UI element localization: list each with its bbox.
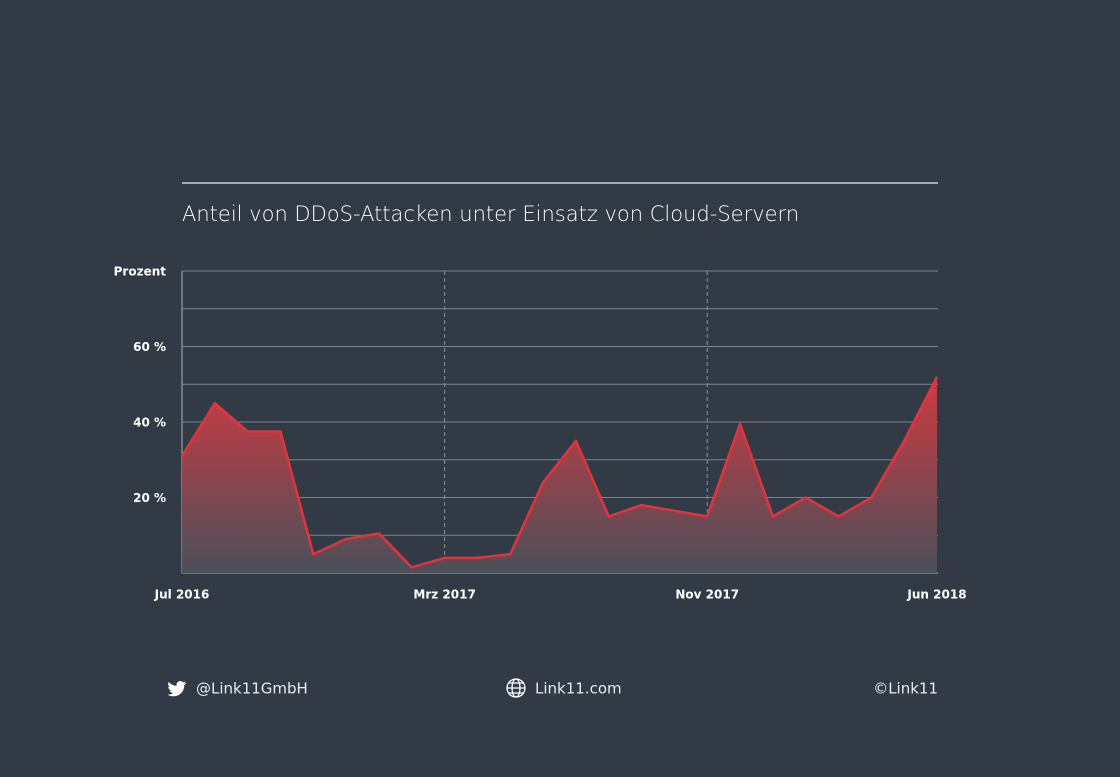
y-tick-label: 20 %	[133, 491, 166, 505]
plot: 20 % 40 % 60 % Jul 2016 Mrz 2017 Nov 2017 Jun …	[133, 270, 967, 602]
globe-icon	[506, 678, 526, 698]
y-tick-label: 60 %	[133, 340, 166, 354]
twitter-icon	[167, 681, 187, 697]
x-tick-label: Jun 2018	[906, 588, 966, 602]
area-fill	[182, 376, 937, 573]
twitter-handle: @Link11GmbH	[196, 680, 308, 698]
chart-title: Anteil von DDoS-Attacken unter Einsatz v…	[182, 202, 799, 226]
x-tick-label: Nov 2017	[675, 588, 739, 602]
x-tick-label: Jul 2016	[154, 588, 210, 602]
line	[180, 376, 939, 569]
website: Link11.com	[535, 680, 622, 698]
copyright: ©Link11	[873, 680, 938, 698]
y-tick-label: 40 %	[133, 416, 166, 430]
y-axis-label: Prozent	[114, 265, 167, 279]
x-tick-label: Mrz 2017	[413, 588, 475, 602]
